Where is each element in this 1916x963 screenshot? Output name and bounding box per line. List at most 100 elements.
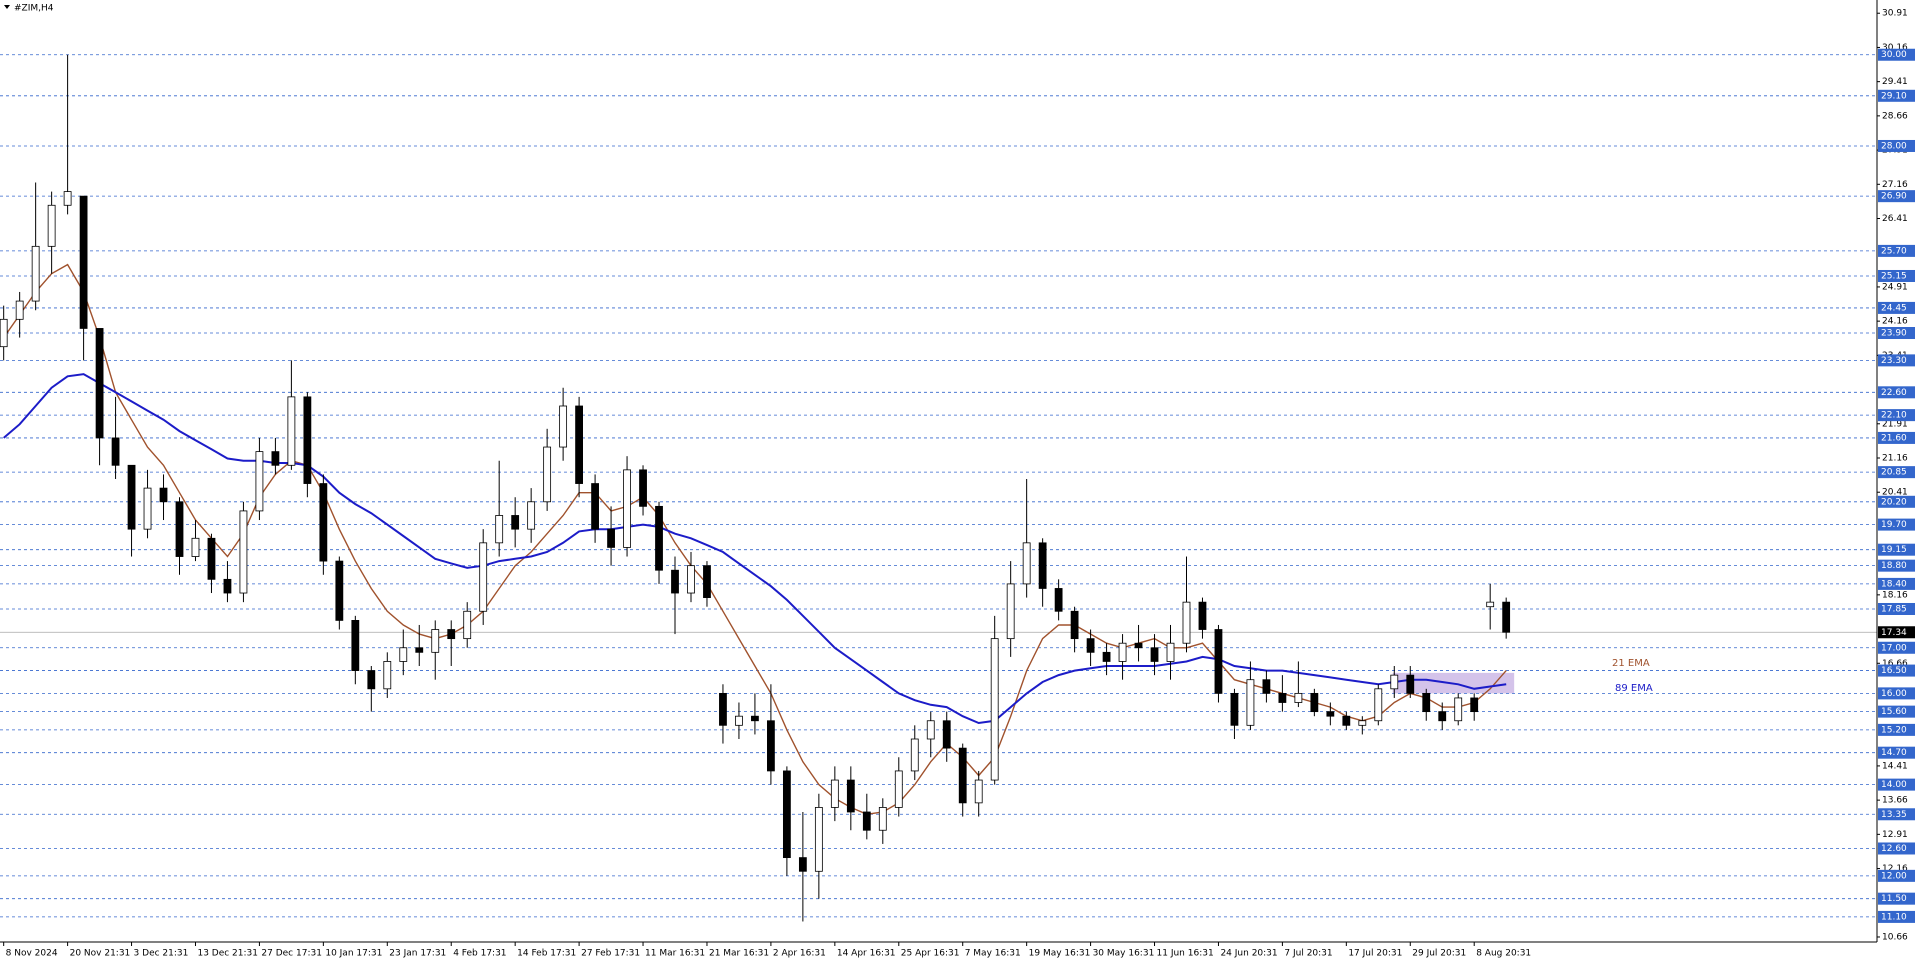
x-tick-label: 11 Jun 16:31	[1157, 949, 1214, 959]
candle-body	[191, 537, 200, 557]
level-label: 15.60	[1881, 707, 1907, 717]
level-label: 25.15	[1881, 271, 1907, 281]
candle-body	[1022, 542, 1031, 585]
candle-body	[1198, 601, 1207, 630]
candle-body	[1358, 720, 1367, 726]
candle-body	[623, 469, 631, 548]
level-label-box	[1878, 48, 1915, 61]
candle-body	[255, 451, 264, 512]
x-tick-label: 10 Jan 17:31	[325, 949, 382, 959]
y-tick-label: 18.16	[1882, 590, 1908, 600]
level-label-box	[1878, 269, 1915, 282]
candle-body	[1118, 642, 1127, 662]
candle-body	[910, 738, 919, 772]
candle-body	[239, 510, 248, 594]
candle-body	[1326, 711, 1335, 717]
candle-body	[1038, 542, 1047, 589]
candle-body	[1166, 642, 1175, 662]
level-label-box	[1878, 892, 1915, 905]
candle-body	[1502, 601, 1511, 633]
level-label: 15.20	[1881, 725, 1907, 735]
ema-line	[3, 373, 1507, 725]
candle-body	[511, 515, 520, 530]
x-tick-label: 27 Dec 17:31	[261, 949, 322, 959]
candle-body	[495, 515, 504, 544]
x-tick-label: 3 Dec 21:31	[134, 949, 189, 959]
candle-body	[1086, 638, 1095, 653]
candle-body	[703, 565, 711, 598]
last-price-label: 17.34	[1881, 628, 1907, 638]
candle-body	[207, 537, 216, 580]
level-label-box	[1878, 808, 1915, 821]
level-label-box	[1878, 139, 1915, 152]
candle-body	[415, 647, 424, 653]
candle-body	[319, 483, 328, 562]
candle-body	[1070, 610, 1079, 640]
candle-body	[782, 770, 791, 859]
candle-body	[1294, 692, 1303, 703]
candle-body	[63, 191, 72, 206]
candle-body	[399, 647, 408, 662]
candle-body	[47, 204, 56, 247]
series-label: 21 EMA	[1612, 658, 1650, 669]
series-label: 89 EMA	[1615, 683, 1653, 694]
level-label: 19.15	[1881, 545, 1907, 555]
candle-body	[447, 629, 456, 640]
candle-body	[894, 770, 903, 808]
candle-body	[367, 670, 376, 690]
level-label: 26.90	[1881, 192, 1907, 202]
candle-body	[958, 747, 967, 804]
candle-body	[942, 720, 951, 749]
y-tick-label: 14.41	[1882, 761, 1908, 771]
level-label-box	[1878, 602, 1915, 615]
candle-body	[735, 715, 743, 726]
y-tick-label: 20.41	[1882, 488, 1908, 498]
level-label-box	[1878, 687, 1915, 700]
x-tick-label: 8 Aug 20:31	[1476, 949, 1531, 959]
candle-body	[814, 807, 823, 872]
candle-body	[431, 629, 440, 653]
x-tick-label: 7 Jul 20:31	[1284, 949, 1332, 959]
level-label: 23.90	[1881, 329, 1907, 339]
candle-body	[0, 318, 8, 348]
candle-body	[543, 446, 552, 503]
candle-body	[1470, 697, 1479, 713]
level-label: 21.60	[1881, 433, 1907, 443]
candle-body	[351, 619, 360, 671]
level-label: 14.00	[1881, 780, 1907, 790]
level-label-box	[1878, 244, 1915, 257]
level-label: 19.70	[1881, 520, 1907, 530]
candle-body	[1006, 583, 1015, 640]
candle-body	[878, 807, 887, 831]
candle-body	[1278, 692, 1287, 703]
level-label: 11.10	[1881, 912, 1907, 922]
candle-body	[1310, 692, 1319, 713]
x-tick-label: 14 Feb 17:31	[517, 949, 576, 959]
candle-body	[271, 451, 280, 466]
candle-body	[1230, 692, 1239, 726]
level-label-box	[1878, 577, 1915, 590]
level-label-box	[1878, 746, 1915, 759]
y-tick-label: 27.16	[1882, 180, 1908, 190]
y-tick-label: 13.66	[1882, 796, 1908, 806]
level-label-box	[1878, 301, 1915, 314]
y-tick-label: 12.91	[1882, 830, 1908, 840]
level-label: 13.35	[1881, 810, 1907, 820]
level-label: 11.50	[1881, 894, 1907, 904]
level-label: 20.20	[1881, 497, 1907, 507]
level-label: 16.00	[1881, 689, 1907, 699]
candle-body	[31, 245, 40, 302]
candle-body	[1054, 588, 1063, 612]
x-tick-label: 4 Feb 17:31	[453, 949, 506, 959]
candle-body	[862, 811, 871, 831]
candle-body	[798, 857, 807, 872]
y-tick-label: 24.91	[1882, 282, 1908, 292]
level-label-box	[1878, 842, 1915, 855]
candle-body	[1182, 601, 1191, 644]
candle-body	[990, 638, 999, 781]
x-tick-label: 11 Mar 16:31	[645, 949, 705, 959]
level-label: 12.60	[1881, 844, 1907, 854]
level-label-box	[1878, 723, 1915, 736]
